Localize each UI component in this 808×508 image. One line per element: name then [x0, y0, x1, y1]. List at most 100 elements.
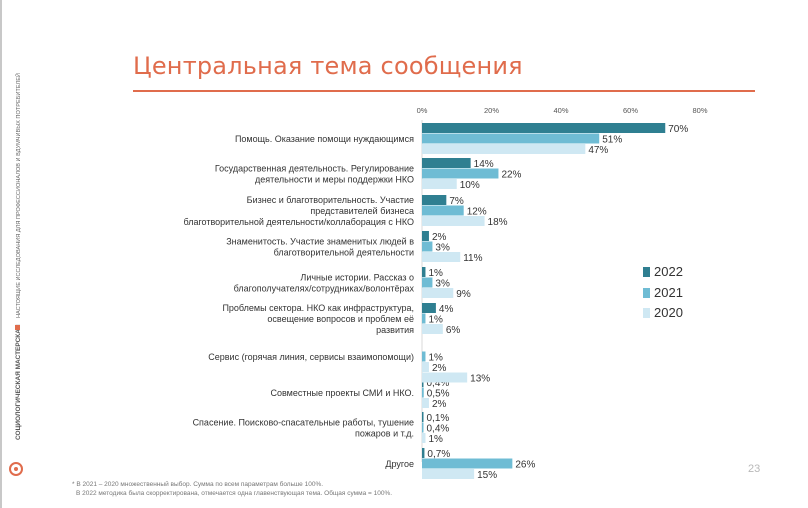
legend-swatch-2020: [643, 308, 650, 318]
data-label-2021: 26%: [515, 460, 535, 471]
category-label: представителей бизнеса: [310, 206, 414, 216]
category-label: развития: [376, 325, 414, 335]
category-label: Знаменитость. Участие знаменитых людей в: [226, 236, 414, 246]
data-label-2022: 0,4%: [427, 378, 450, 389]
bar-2020: [422, 252, 461, 262]
bar-2021: [422, 205, 464, 216]
x-tick-label: 20%: [484, 106, 499, 115]
sidebar-text-svg: СОЦИОЛОГИЧЕСКАЯ МАСТЕРСКАЯ НАСТОЯЩИЕ ИСС…: [14, 73, 22, 440]
data-label-2021: 0,5%: [427, 389, 450, 400]
category-label: благополучателях/сотрудниках/волонтёрах: [234, 283, 415, 293]
data-label-2021: 22%: [501, 170, 521, 181]
bar-2021: [422, 387, 424, 398]
data-label-2022: 1%: [428, 268, 443, 279]
data-label-2020: 2%: [432, 399, 447, 410]
bar-2022: [422, 448, 425, 458]
bar-2020: [422, 288, 454, 298]
bar-2022: [422, 231, 429, 241]
data-label-2020: 6%: [446, 325, 461, 336]
category-label: Личные истории. Рассказ о: [300, 272, 414, 282]
bar-2020: [422, 398, 429, 408]
brand-logo-icon: [9, 462, 23, 476]
category-label: Спасение. Поисково-спасательные работы, …: [193, 417, 414, 427]
sidebar-org-name: СОЦИОЛОГИЧЕСКАЯ МАСТЕРСКАЯ: [15, 324, 22, 440]
legend-label-2021: 2021: [654, 285, 683, 300]
bar-2022: [422, 158, 471, 168]
legend-swatch-2021: [643, 288, 650, 298]
legend-swatch-2022: [643, 267, 650, 277]
bar-2021: [422, 422, 424, 433]
x-tick-label: 60%: [623, 106, 638, 115]
data-label-2020: 18%: [488, 217, 508, 228]
category-label: Сервис (горячая линия, сервисы взаимопом…: [208, 352, 414, 362]
data-label-extra: 13%: [470, 374, 490, 385]
bar-2021: [422, 351, 426, 362]
bar-2020: [422, 179, 457, 189]
bar-2021: [422, 168, 499, 179]
category-label: Помощь. Оказание помощи нуждающимся: [235, 134, 414, 144]
sidebar-vertical-text: СОЦИОЛОГИЧЕСКАЯ МАСТЕРСКАЯ НАСТОЯЩИЕ ИСС…: [8, 0, 24, 470]
data-label-2021: 12%: [467, 207, 487, 218]
page-number: 23: [748, 463, 761, 475]
data-label-2022: 0,1%: [427, 413, 450, 424]
legend-label-2020: 2020: [654, 305, 683, 320]
bar-2021: [422, 313, 426, 324]
data-label-2022: 70%: [668, 124, 688, 135]
data-label-2021: 3%: [435, 279, 450, 290]
footnote: * В 2021 – 2020 множественный выбор. Сум…: [72, 480, 392, 498]
category-label: Другое: [385, 459, 414, 469]
data-label-2022: 14%: [474, 159, 494, 170]
data-label-2020: 47%: [588, 145, 608, 156]
data-label-2020: 9%: [456, 289, 471, 300]
category-label: Государственная деятельность. Регулирова…: [215, 163, 414, 173]
bar-2020: [422, 469, 475, 479]
category-label: благотворительной деятельности/коллабора…: [183, 217, 414, 227]
x-tick-label: 0%: [417, 106, 428, 115]
slide-title: Центральная тема сообщения: [133, 52, 523, 80]
bar-2020: [422, 144, 586, 154]
bar-2022: [422, 412, 424, 422]
category-label: освещение вопросов и проблем её: [267, 314, 414, 324]
data-label-2020: 1%: [428, 434, 443, 445]
data-label-2020: 2%: [432, 363, 447, 374]
data-label-2021: 3%: [435, 243, 450, 254]
bar-2020: [422, 362, 429, 372]
category-label: благотворительной деятельности: [274, 247, 414, 257]
category-label: пожаров и т.д.: [355, 428, 414, 438]
data-label-2021: 0,4%: [427, 424, 450, 435]
bar-chart: 0% 20% 40% 60% 80% Помощь. Оказание помощи ну…: [183, 106, 707, 480]
data-label-2021: 1%: [428, 315, 443, 326]
x-tick-label: 40%: [553, 106, 568, 115]
bar-extra: [422, 372, 468, 383]
sidebar-tagline: НАСТОЯЩИЕ ИССЛЕДОВАНИЯ ДЛЯ ПРОФЕССИОНАЛО…: [14, 73, 22, 318]
data-label-2022: 4%: [439, 304, 454, 315]
legend-label-2022: 2022: [654, 264, 683, 279]
footnote-line-1: * В 2021 – 2020 множественный выбор. Сум…: [72, 481, 324, 488]
bar-2021: [422, 241, 433, 252]
bar-2020: [422, 216, 485, 226]
data-label-2022: 2%: [432, 232, 447, 243]
title-underline: [133, 90, 755, 92]
bar-2022: [422, 303, 436, 313]
bar-2022: [422, 195, 447, 205]
bar-2022: [422, 267, 426, 277]
data-label-2020: 11%: [463, 253, 482, 264]
data-label-2021: 51%: [602, 135, 622, 146]
bar-2021: [422, 458, 513, 469]
bar-2022: [422, 123, 666, 133]
bar-2021: [422, 277, 433, 288]
sidebar-separator: [15, 325, 20, 330]
data-label-2020: 15%: [477, 470, 497, 480]
category-label: Проблемы сектора. НКО как инфраструктура…: [222, 303, 414, 313]
data-label-2021: 1%: [428, 353, 443, 364]
footnote-line-2: В 2022 методика была скорректирована, от…: [76, 490, 393, 497]
category-label: Совместные проекты СМИ и НКО.: [271, 388, 415, 398]
x-tick-label: 80%: [692, 106, 707, 115]
data-label-2022: 0,7%: [427, 449, 450, 460]
category-label: Бизнес и благотворительность. Участие: [247, 195, 414, 205]
category-label: деятельности и меры поддержки НКО: [255, 174, 414, 184]
data-label-2020: 10%: [460, 180, 480, 191]
data-label-2022: 7%: [449, 196, 464, 207]
bar-2020: [422, 433, 426, 443]
